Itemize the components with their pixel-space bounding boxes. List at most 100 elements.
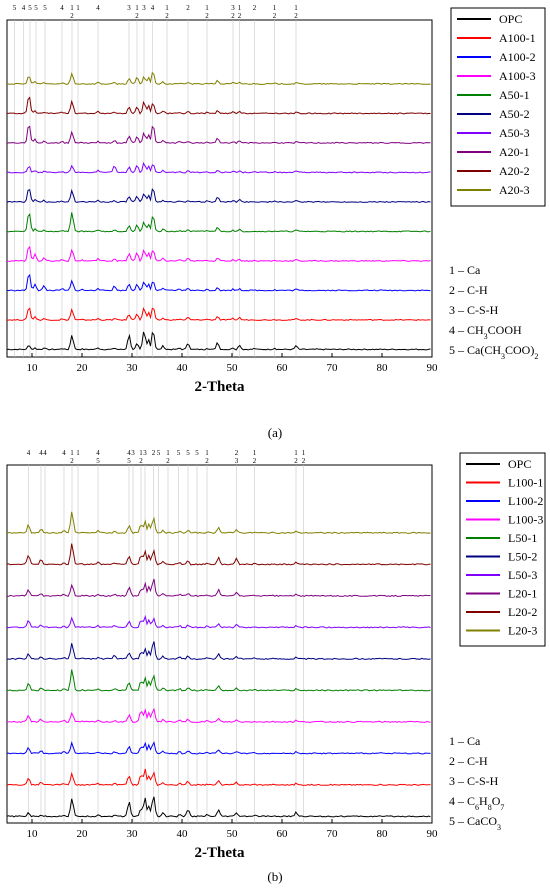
peak-marker-label: 1 <box>76 449 80 457</box>
series-line-l20-3 <box>6 511 431 535</box>
legend-label: L50-3 <box>508 568 537 582</box>
series-line-a20-2 <box>6 96 431 115</box>
legend-label: L20-3 <box>508 624 537 638</box>
peak-marker-label: 5 <box>177 449 181 457</box>
peak-marker-label: 4 <box>39 449 43 457</box>
legend-label: A20-1 <box>499 145 530 159</box>
peak-marker-label: 4 <box>96 4 100 12</box>
x-tick-label: 30 <box>127 828 139 840</box>
x-tick-label: 20 <box>77 828 89 840</box>
peak-marker-label: 2 <box>166 457 170 465</box>
peak-marker-label: 5 <box>157 449 161 457</box>
legend-label: A50-2 <box>499 107 530 121</box>
peak-marker-label: 1 <box>253 449 257 457</box>
peak-marker-label: 4 <box>62 449 66 457</box>
x-tick-label: 80 <box>377 828 389 840</box>
chart-panel-a: 5 4 5 5 5 4 1 2 1 4 3 1 2 3 4 1 2 2 1 2 3 2 1 2 2 1 2 1 2 10 20 30 40 50 6… <box>6 4 546 395</box>
peak-marker-label: 4 <box>27 449 31 457</box>
peak-marker-label: 1 <box>70 449 74 457</box>
peak-marker-label: 4 <box>43 449 47 457</box>
x-tick-label: 60 <box>277 362 289 374</box>
peak-marker-label: 3 <box>131 449 135 457</box>
peak-marker-label: 1 <box>273 4 277 12</box>
peak-marker-label: 5 <box>96 457 100 465</box>
peak-marker-label: 2 <box>294 457 298 465</box>
peak-marker-label: 4 <box>96 449 100 457</box>
series-line-opc <box>6 796 431 818</box>
legend-label: L20-2 <box>508 605 537 619</box>
peak-marker-label: 1 <box>165 4 169 12</box>
peak-marker-label: 3 <box>235 457 239 465</box>
peak-marker-label: 2 <box>302 457 306 465</box>
peak-marker-label: 4 <box>22 4 26 12</box>
peak-marker-label: 5 <box>186 449 190 457</box>
peak-marker-label: 2 <box>205 12 209 20</box>
peak-marker-label: 2 <box>235 449 239 457</box>
peak-marker-label: 2 <box>165 12 169 20</box>
peak-marker-label: 5 <box>34 4 38 12</box>
phase-key-item: 2 – C-H <box>449 754 488 768</box>
peak-marker-label: 3 <box>143 449 147 457</box>
x-tick-label: 50 <box>227 828 239 840</box>
peak-marker-label: 3 <box>142 4 146 12</box>
legend-label: A20-3 <box>499 183 530 197</box>
x-tick-label: 70 <box>327 828 339 840</box>
peak-marker-label: 1 <box>70 4 74 12</box>
phase-key-item: 1 – Ca <box>449 734 481 748</box>
x-axis-title: 2-Theta <box>195 379 245 395</box>
legend-box <box>450 7 546 207</box>
peak-marker-label: 4 <box>151 4 155 12</box>
peak-marker-label: 2 <box>231 12 235 20</box>
peak-marker-label: 3 <box>127 4 131 12</box>
peak-marker-label: 2 <box>294 12 298 20</box>
series-line-l100-3 <box>6 707 431 723</box>
series-line-a100-2 <box>6 273 431 292</box>
series-line-a20-1 <box>6 125 431 145</box>
legend-label: A50-3 <box>499 126 530 140</box>
series-line-a50-3 <box>6 161 431 174</box>
peak-marker-label: 1 <box>76 4 80 12</box>
peak-marker-label: 5 <box>43 4 47 12</box>
legend-label: A50-1 <box>499 88 530 102</box>
series-line-l20-1 <box>6 578 431 598</box>
x-tick-label: 60 <box>277 828 289 840</box>
legend-label: A100-3 <box>499 69 536 83</box>
peak-marker-label: 1 <box>135 4 139 12</box>
phase-key-item: 5 – Ca(CH3COO)2 <box>449 343 538 361</box>
peak-marker-label: 5 <box>195 449 199 457</box>
peak-marker-label: 1 <box>139 449 143 457</box>
x-tick-label: 10 <box>27 828 39 840</box>
series-line-opc <box>6 331 431 351</box>
peak-marker-label: 5 <box>28 4 32 12</box>
legend-label: L100-2 <box>508 494 543 508</box>
peak-marker-label: 1 <box>294 449 298 457</box>
peak-marker-label: 4 <box>127 449 131 457</box>
peak-marker-label: 4 <box>60 4 64 12</box>
peak-marker-label: 1 <box>294 4 298 12</box>
phase-key-item: 4 – C6H8O7 <box>449 794 504 812</box>
peak-marker-label: 2 <box>70 457 74 465</box>
peak-marker-label: 5 <box>13 4 17 12</box>
series-line-l100-2 <box>6 741 431 755</box>
peak-marker-label: 2 <box>253 457 257 465</box>
series-line-l50-3 <box>6 614 431 629</box>
series-line-l20-2 <box>6 543 431 566</box>
series-line-a50-2 <box>6 188 431 203</box>
x-tick-label: 30 <box>127 362 139 374</box>
legend-label: L50-2 <box>508 550 537 564</box>
x-tick-label: 10 <box>27 362 39 374</box>
series-line-l50-1 <box>6 669 431 692</box>
series-line-l50-2 <box>6 641 431 660</box>
legend-box <box>459 452 546 647</box>
x-tick-label: 90 <box>427 362 439 374</box>
phase-key-item: 1 – Ca <box>449 263 481 277</box>
peak-marker-label: 2 <box>238 12 242 20</box>
peak-marker-label: 2 <box>205 457 209 465</box>
peak-marker-label: 1 <box>166 449 170 457</box>
phase-key-item: 3 – C-S-H <box>449 303 499 317</box>
legend-label: L20-1 <box>508 587 537 601</box>
legend-label: L100-1 <box>508 476 543 490</box>
panel-label-b: (b) <box>267 869 283 884</box>
series-line-a20-3 <box>6 71 431 85</box>
